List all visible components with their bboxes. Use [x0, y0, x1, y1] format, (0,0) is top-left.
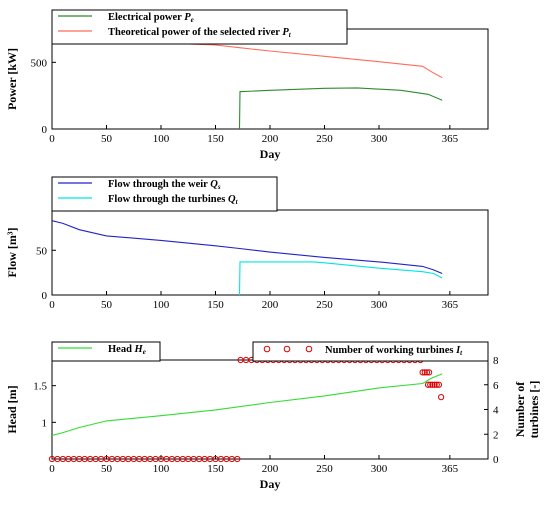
x-tick-label: 250	[316, 463, 333, 475]
y2-tick-label: 2	[493, 429, 499, 441]
legend-marker	[263, 345, 271, 353]
legend-label: Theoretical power of the selected river …	[108, 27, 292, 39]
x-axis-label: Day	[260, 477, 281, 491]
legend-box-2	[252, 341, 489, 362]
x-tick-label: 0	[49, 463, 55, 475]
data-point	[421, 369, 428, 376]
data-point	[424, 381, 432, 388]
y2-axis-label: Number of	[513, 381, 527, 437]
x-tick-label: 365	[442, 299, 459, 311]
x-tick-label: 50	[101, 463, 113, 475]
chart-panel-3: 0 50 100 150 200 250 300 365 1 1.5 Day Head [m] 0 2 4 6…	[5, 341, 541, 491]
y2-axis-label-line2: turbines [-]	[527, 381, 541, 439]
y2-tick-label: 4	[493, 405, 499, 417]
x-tick-label: 0	[49, 133, 55, 145]
legend-label: Electrical power Pe	[108, 12, 194, 24]
legend-label: Flow through the weir Qs	[108, 179, 221, 191]
x-tick-label: 150	[207, 299, 224, 311]
x-tick-label: 200	[262, 299, 279, 311]
x-tick-label: 300	[371, 463, 388, 475]
x-tick-label: 250	[316, 133, 333, 145]
y-tick-label: 1.5	[33, 381, 47, 393]
y-axis-label: Flow [m³]	[5, 228, 19, 278]
x-tick-label: 365	[442, 463, 459, 475]
x-tick-label: 300	[371, 133, 388, 145]
y-axis-label: Head [m]	[5, 385, 19, 433]
x-tick-label: 100	[153, 463, 170, 475]
data-point	[427, 381, 434, 388]
legend-box	[51, 9, 348, 45]
legend-label: Head He	[108, 344, 146, 356]
data-point	[431, 381, 438, 388]
series-line-2	[52, 39, 443, 79]
x-tick-label: 150	[207, 463, 224, 475]
series-line-1	[238, 87, 443, 129]
data-point	[234, 455, 241, 463]
legend-marker	[305, 345, 313, 353]
x-tick-label: 250	[316, 299, 333, 311]
x-tick-label: 100	[153, 299, 170, 311]
legend: Head He Number of working turbines It	[51, 341, 489, 362]
x-tick-label: 200	[262, 463, 279, 475]
y-axis-label: Power [kW]	[5, 48, 19, 110]
y-tick-label: 0	[42, 290, 48, 302]
series-line-2	[238, 261, 443, 295]
y-tick-label: 0	[42, 124, 48, 136]
y-tick-label: 1	[42, 417, 48, 429]
y2-tick-label: 6	[493, 380, 499, 392]
x-tick-label: 50	[101, 133, 113, 145]
legend-label: Number of working turbines It	[325, 345, 463, 357]
x-tick-label: 365	[442, 133, 459, 145]
x-tick-label: 50	[101, 299, 113, 311]
x-tick-label: 150	[207, 133, 224, 145]
y2-tick-label: 0	[493, 454, 499, 466]
x-tick-label: 0	[49, 299, 55, 311]
y-tick-label: 50	[36, 245, 48, 257]
x-tick-label: 100	[153, 133, 170, 145]
legend: Flow through the weir Qs Flow through the…	[51, 176, 278, 212]
data-point	[423, 369, 431, 376]
legend-label: Flow through the turbines Qt	[108, 194, 239, 206]
data-point	[438, 394, 445, 401]
legend-marker	[283, 345, 291, 353]
chart-panel-1: 0 50 100 150 200 250 300 365 0 500 Day Power [kW] El…	[5, 9, 489, 161]
data-point	[429, 381, 436, 388]
data-point	[426, 369, 433, 376]
x-tick-label: 200	[262, 133, 279, 145]
data-point	[433, 381, 440, 388]
series-line-1	[52, 220, 443, 275]
series-line-1	[52, 373, 443, 437]
x-axis-label: Day	[260, 147, 281, 161]
chart-panel-2: 0 50 100 150 200 250 300 365 0 50 Flow [m³] Flow th…	[5, 176, 489, 311]
legend: Electrical power Pe Theoretical power of …	[51, 9, 348, 45]
x-tick-label: 300	[371, 299, 388, 311]
y-tick-label: 500	[31, 57, 48, 69]
legend-box	[51, 341, 161, 362]
data-point	[419, 369, 426, 376]
y2-tick-label: 8	[493, 355, 499, 367]
data-point	[435, 381, 443, 388]
